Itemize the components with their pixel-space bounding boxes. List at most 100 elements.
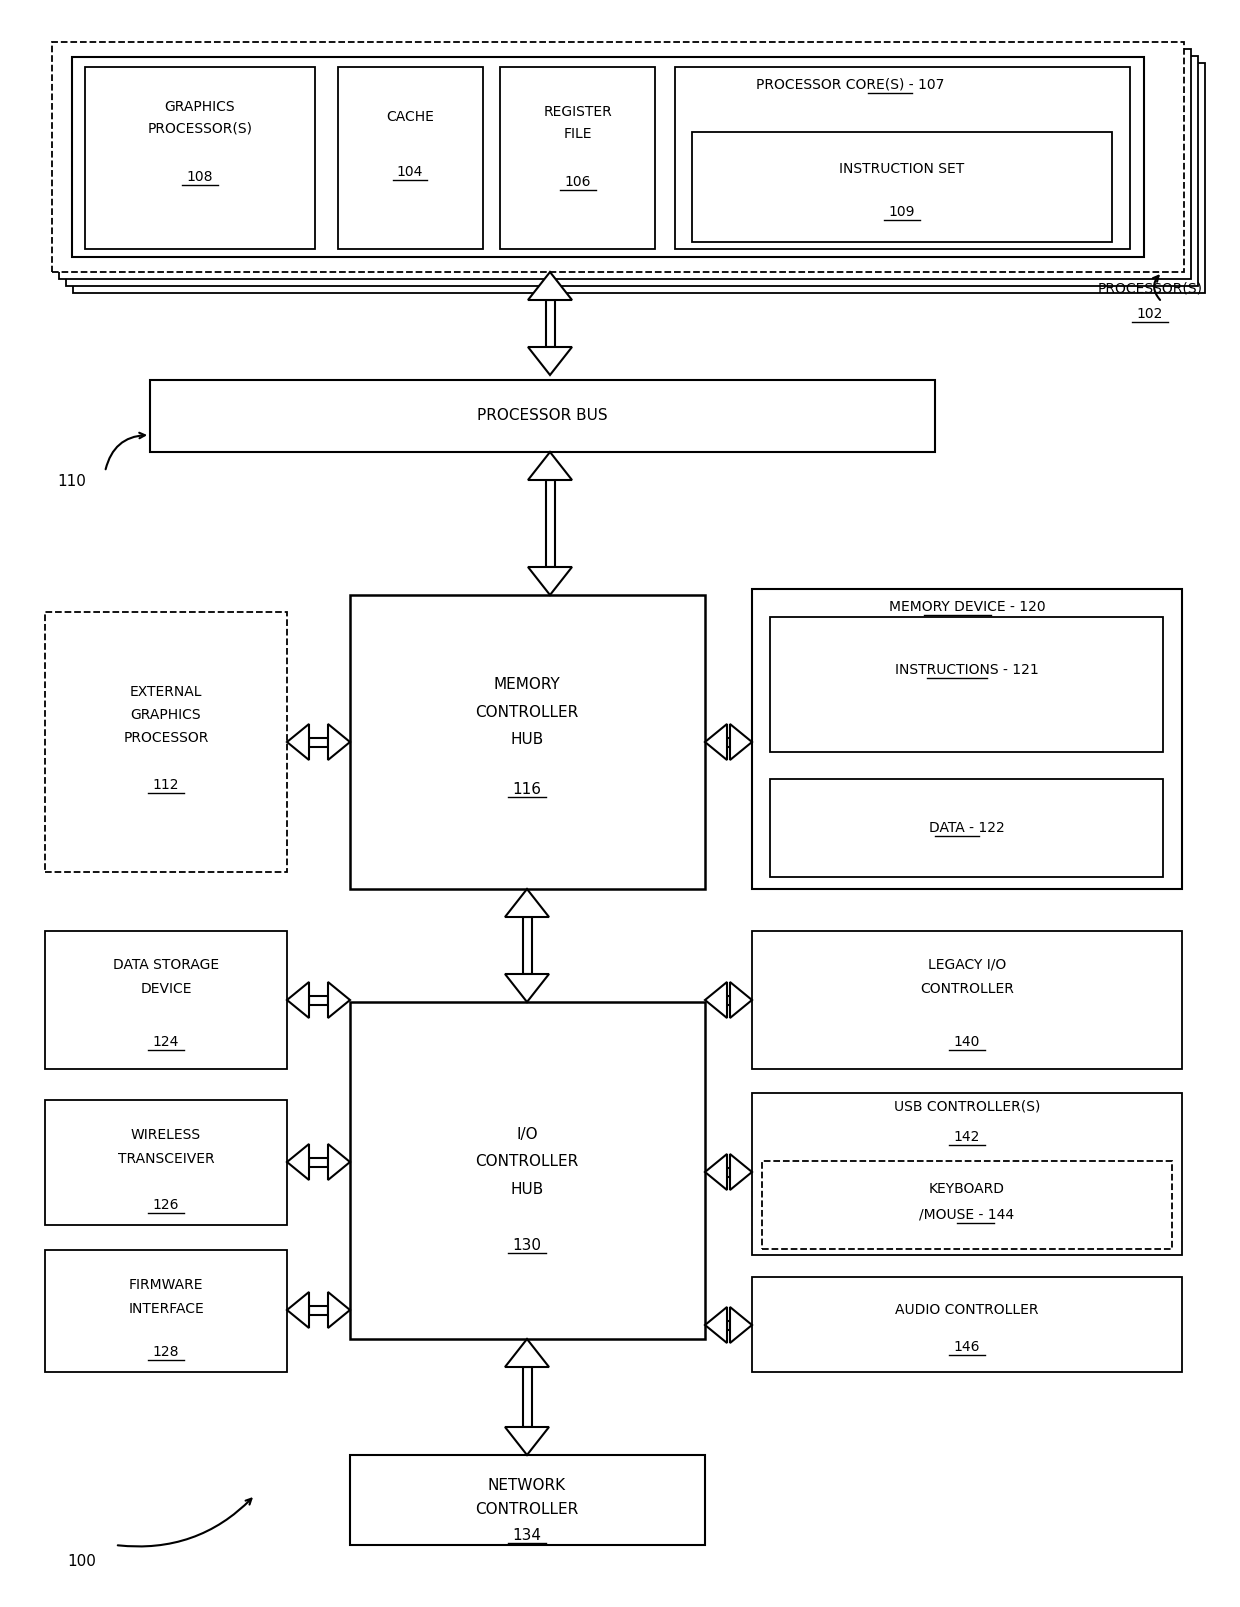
Bar: [751, 1093, 1182, 1255]
Text: 124: 124: [153, 1035, 180, 1049]
Bar: [309, 1157, 329, 1167]
Text: PROCESSOR(S): PROCESSOR(S): [148, 122, 253, 137]
Bar: [727, 995, 730, 1004]
Polygon shape: [505, 974, 549, 1003]
Bar: [675, 67, 1130, 249]
Polygon shape: [329, 982, 350, 1017]
Bar: [546, 480, 554, 567]
Text: HUB: HUB: [511, 731, 543, 747]
Polygon shape: [528, 347, 572, 374]
Polygon shape: [730, 1306, 751, 1343]
Text: FIRMWARE: FIRMWARE: [129, 1278, 203, 1292]
Text: MEMORY DEVICE - 120: MEMORY DEVICE - 120: [889, 599, 1045, 614]
Text: USB CONTROLLER(S): USB CONTROLLER(S): [894, 1101, 1040, 1114]
Text: 110: 110: [57, 474, 87, 490]
Bar: [692, 132, 1112, 243]
Text: INSTRUCTION SET: INSTRUCTION SET: [839, 162, 965, 177]
Text: DEVICE: DEVICE: [140, 982, 192, 996]
Bar: [763, 1160, 1172, 1249]
Text: /MOUSE - 144: /MOUSE - 144: [919, 1208, 1014, 1221]
Text: EXTERNAL: EXTERNAL: [130, 685, 202, 699]
Bar: [727, 738, 730, 747]
Text: CONTROLLER: CONTROLLER: [475, 704, 579, 720]
Text: PROCESSOR(S): PROCESSOR(S): [1097, 281, 1203, 296]
Text: 100: 100: [67, 1554, 97, 1570]
Text: DATA STORAGE: DATA STORAGE: [113, 958, 219, 972]
Text: 128: 128: [153, 1345, 180, 1360]
Polygon shape: [528, 567, 572, 595]
Text: 140: 140: [954, 1035, 980, 1049]
Text: 142: 142: [954, 1130, 980, 1144]
Polygon shape: [505, 889, 549, 918]
Bar: [150, 379, 935, 452]
Bar: [751, 1278, 1182, 1372]
Bar: [73, 63, 1205, 292]
Text: 106: 106: [564, 175, 591, 190]
Bar: [770, 617, 1163, 752]
Text: KEYBOARD: KEYBOARD: [929, 1183, 1004, 1196]
Bar: [339, 67, 484, 249]
Polygon shape: [329, 1144, 350, 1180]
Bar: [309, 1305, 329, 1315]
Bar: [727, 1321, 730, 1329]
Text: 146: 146: [954, 1340, 981, 1355]
Polygon shape: [505, 1427, 549, 1454]
Polygon shape: [286, 982, 309, 1017]
Bar: [66, 56, 1198, 286]
Polygon shape: [528, 272, 572, 301]
Text: 104: 104: [397, 166, 423, 178]
Text: 116: 116: [512, 781, 542, 797]
Text: CACHE: CACHE: [386, 109, 434, 124]
Bar: [522, 918, 532, 974]
Text: CONTROLLER: CONTROLLER: [475, 1503, 579, 1517]
Polygon shape: [329, 1292, 350, 1327]
Text: REGISTER: REGISTER: [543, 104, 613, 119]
Bar: [45, 1101, 286, 1225]
Text: WIRELESS: WIRELESS: [131, 1128, 201, 1143]
Text: 130: 130: [512, 1237, 542, 1252]
Bar: [751, 930, 1182, 1069]
Bar: [45, 612, 286, 873]
Bar: [522, 1368, 532, 1427]
Text: 126: 126: [153, 1197, 180, 1212]
Text: INTERFACE: INTERFACE: [128, 1302, 203, 1316]
Text: 109: 109: [889, 206, 915, 219]
Text: CONTROLLER: CONTROLLER: [475, 1154, 579, 1170]
Polygon shape: [286, 725, 309, 760]
Polygon shape: [730, 1154, 751, 1191]
Text: CONTROLLER: CONTROLLER: [920, 982, 1014, 996]
Bar: [751, 590, 1182, 889]
Text: 134: 134: [512, 1528, 542, 1543]
Text: 112: 112: [153, 778, 180, 792]
Text: GRAPHICS: GRAPHICS: [165, 100, 236, 114]
Polygon shape: [706, 1154, 727, 1191]
Text: I/O: I/O: [516, 1128, 538, 1143]
Text: 102: 102: [1137, 307, 1163, 321]
Polygon shape: [329, 725, 350, 760]
Polygon shape: [730, 725, 751, 760]
Polygon shape: [706, 1306, 727, 1343]
Text: LEGACY I/O: LEGACY I/O: [928, 958, 1006, 972]
Polygon shape: [286, 1292, 309, 1327]
Text: TRANSCEIVER: TRANSCEIVER: [118, 1152, 215, 1167]
Bar: [500, 67, 655, 249]
Polygon shape: [706, 725, 727, 760]
Text: GRAPHICS: GRAPHICS: [130, 709, 201, 722]
Text: PROCESSOR CORE(S) - 107: PROCESSOR CORE(S) - 107: [756, 79, 944, 92]
Bar: [350, 1003, 706, 1339]
Text: INSTRUCTIONS - 121: INSTRUCTIONS - 121: [895, 664, 1039, 677]
Bar: [72, 56, 1145, 257]
Bar: [727, 1168, 730, 1176]
Text: NETWORK: NETWORK: [487, 1477, 567, 1493]
Text: FILE: FILE: [564, 127, 593, 141]
Polygon shape: [505, 1339, 549, 1368]
Bar: [86, 67, 315, 249]
Text: 108: 108: [187, 170, 213, 183]
Text: AUDIO CONTROLLER: AUDIO CONTROLLER: [895, 1303, 1039, 1318]
Bar: [350, 1454, 706, 1544]
Bar: [350, 595, 706, 889]
Text: HUB: HUB: [511, 1181, 543, 1197]
Polygon shape: [706, 982, 727, 1017]
Bar: [45, 930, 286, 1069]
Bar: [309, 995, 329, 1004]
